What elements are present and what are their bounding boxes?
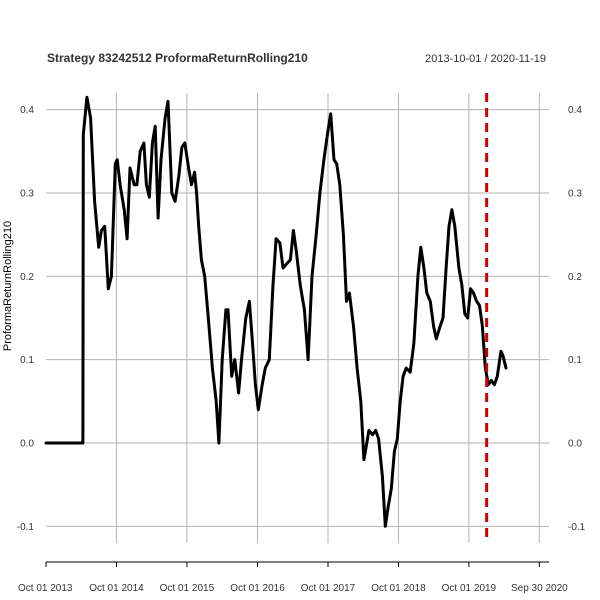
y-tick-label-right: 0.0 bbox=[568, 439, 582, 450]
series bbox=[44, 95, 508, 528]
axes: Oct 01 2013 Oct 01 2014 Oct 01 2015 Oct 01 … bbox=[17, 105, 586, 594]
grid bbox=[46, 93, 549, 543]
y-tick-label-right: 0.2 bbox=[568, 272, 582, 283]
y-tick-label-left: 0.0 bbox=[20, 439, 34, 450]
y-tick-label-left: 0.1 bbox=[20, 355, 34, 366]
y-tick-label-left: 0.3 bbox=[20, 189, 34, 200]
chart-title: Strategy 83242512 ProformaReturnRolling2… bbox=[47, 51, 308, 65]
y-tick-label-left: 0.4 bbox=[20, 105, 34, 116]
x-tick-label: Oct 01 2014 bbox=[89, 583, 144, 594]
series-line bbox=[44, 95, 508, 528]
y-tick-label-right: 0.4 bbox=[568, 105, 582, 116]
x-tick-label: Oct 01 2016 bbox=[230, 583, 285, 594]
y-tick-label-left: -0.1 bbox=[17, 522, 35, 533]
x-tick-label: Oct 01 2013 bbox=[18, 583, 73, 594]
y-tick-label-right: 0.1 bbox=[568, 355, 582, 366]
y-tick-label-left: 0.2 bbox=[20, 272, 34, 283]
y-tick-label-right: 0.3 bbox=[568, 189, 582, 200]
x-tick-label: Oct 01 2017 bbox=[301, 583, 356, 594]
x-tick-label: Oct 01 2019 bbox=[442, 583, 497, 594]
x-tick-label: Sep 30 2020 bbox=[511, 583, 568, 594]
y-tick-label-right: -0.1 bbox=[568, 522, 586, 533]
y-axis-label: ProformaReturnRolling210 bbox=[2, 221, 14, 351]
x-tick-label: Oct 01 2018 bbox=[371, 583, 426, 594]
x-tick-label: Oct 01 2015 bbox=[160, 583, 215, 594]
date-range-label: 2013-10-01 / 2020-11-19 bbox=[425, 53, 546, 65]
